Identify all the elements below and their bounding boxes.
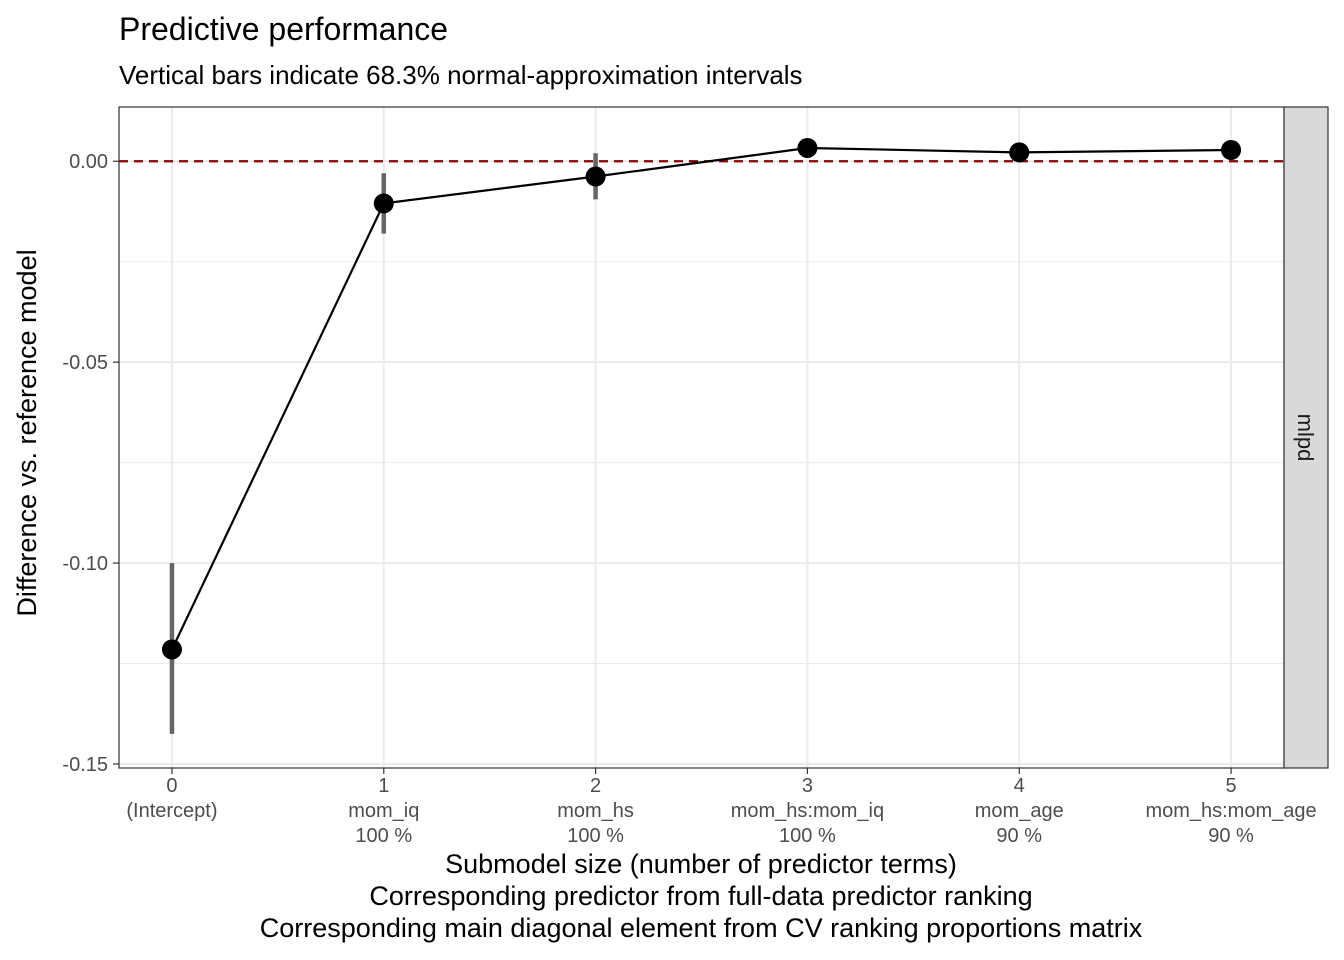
y-tick-label: -0.15 bbox=[62, 754, 108, 776]
x-tick-label: 100 % bbox=[567, 825, 624, 847]
data-point bbox=[797, 137, 818, 158]
y-tick-label: 0.00 bbox=[69, 151, 108, 173]
series-line bbox=[170, 146, 1232, 650]
x-tick-label: 100 % bbox=[355, 825, 412, 847]
x-tick-label: mom_hs bbox=[557, 800, 634, 822]
x-tick-label: mom_age bbox=[975, 800, 1064, 822]
x-tick-label: 0 bbox=[166, 775, 177, 797]
data-point bbox=[1221, 139, 1242, 160]
x-tick-label: 90 % bbox=[1208, 825, 1254, 847]
x-tick-label: 3 bbox=[802, 775, 813, 797]
grid-lines bbox=[119, 107, 1284, 768]
data-points bbox=[161, 137, 1242, 660]
y-tick-label: -0.10 bbox=[62, 553, 108, 575]
facet-strip-label: mlpd bbox=[1293, 414, 1318, 462]
data-point bbox=[373, 193, 394, 214]
y-axis: 0.00 -0.05 -0.10 -0.15 bbox=[62, 151, 119, 776]
x-tick-label: mom_hs:mom_iq bbox=[731, 800, 884, 822]
facet-strip bbox=[1283, 106, 1329, 769]
plot-panel bbox=[119, 107, 1284, 768]
x-tick-label: mom_iq bbox=[348, 800, 419, 822]
x-tick-label: (Intercept) bbox=[126, 800, 217, 822]
x-tick-label: 4 bbox=[1014, 775, 1025, 797]
x-tick-label: 2 bbox=[590, 775, 601, 797]
y-axis-title: Difference vs. reference model bbox=[12, 249, 42, 616]
x-tick-label: 90 % bbox=[996, 825, 1042, 847]
x-tick-label: 5 bbox=[1225, 775, 1236, 797]
x-tick-label: 1 bbox=[378, 775, 389, 797]
data-point bbox=[585, 166, 606, 187]
x-axis: 0 (Intercept) 1 mom_iq 100 % 2 mom_hs 100 % 3 mom… bbox=[126, 768, 1317, 847]
x-tick-label: mom_hs:mom_age bbox=[1145, 800, 1316, 822]
chart-title: Predictive performance bbox=[119, 11, 448, 47]
data-point bbox=[1009, 142, 1030, 163]
data-point bbox=[161, 639, 182, 660]
chart-subtitle: Vertical bars indicate 68.3% normal-appr… bbox=[119, 60, 803, 90]
x-axis-title-line-1: Submodel size (number of predictor terms… bbox=[445, 849, 957, 879]
x-tick-label: 100 % bbox=[779, 825, 836, 847]
x-axis-title-line-2: Corresponding predictor from full-data p… bbox=[369, 881, 1032, 911]
x-axis-title-line-3: Corresponding main diagonal element from… bbox=[260, 913, 1143, 943]
y-tick-label: -0.05 bbox=[62, 352, 108, 374]
